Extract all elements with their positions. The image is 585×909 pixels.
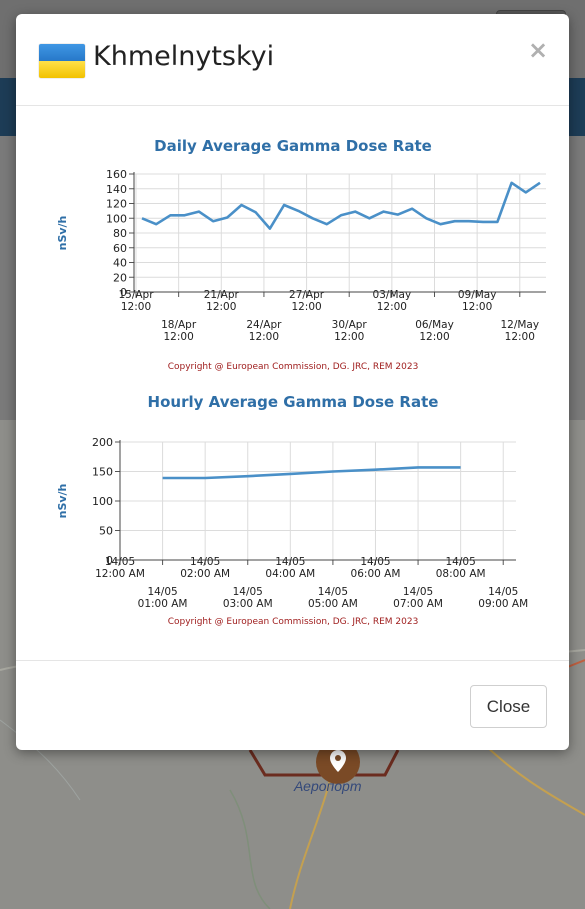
modal-title: Khmelnytskyi xyxy=(93,41,275,72)
x-tick-label: 14/05 xyxy=(105,556,135,568)
x-tick-label: 30/Apr xyxy=(332,319,368,331)
x-tick-label: 02:00 AM xyxy=(180,568,230,580)
x-tick-label: 15/Apr xyxy=(118,289,154,301)
x-tick-label: 12:00 xyxy=(121,301,151,313)
x-tick-label: 12:00 xyxy=(462,301,492,313)
x-tick-label: 12:00 xyxy=(206,301,236,313)
x-tick-label: 21/Apr xyxy=(204,289,240,301)
x-tick-label: 14/05 xyxy=(275,556,305,568)
y-tick-label: 60 xyxy=(113,242,127,255)
x-tick-label: 12:00 AM xyxy=(95,568,145,580)
x-tick-label: 03/May xyxy=(373,289,412,301)
y-tick-label: 20 xyxy=(113,271,127,284)
close-button[interactable]: Close xyxy=(470,685,547,728)
x-tick-label: 03:00 AM xyxy=(223,598,273,610)
x-tick-label: 14/05 xyxy=(403,586,433,598)
daily-chart-title: Daily Average Gamma Dose Rate xyxy=(154,137,432,155)
x-tick-label: 06:00 AM xyxy=(351,568,401,580)
x-tick-label: 12:00 xyxy=(164,331,194,343)
x-tick-label: 09/May xyxy=(458,289,497,301)
x-tick-label: 12:00 xyxy=(505,331,535,343)
modal-header: Khmelnytskyi × xyxy=(16,14,569,106)
series-line xyxy=(141,181,541,230)
x-tick-label: 24/Apr xyxy=(246,319,282,331)
modal-footer: Close xyxy=(16,660,569,750)
station-modal: Khmelnytskyi × Daily Average Gamma Dose … xyxy=(16,14,569,750)
x-tick-label: 14/05 xyxy=(360,556,390,568)
y-tick-label: 0 xyxy=(120,286,127,299)
x-tick-label: 14/05 xyxy=(488,586,518,598)
hourly-chart-copyright: Copyright @ European Commission, DG. JRC… xyxy=(167,617,419,627)
close-icon[interactable]: × xyxy=(528,36,549,64)
daily-gamma-chart: 02040608010012014016015/Apr12:0021/Apr12… xyxy=(56,168,546,343)
y-tick-label: 150 xyxy=(92,466,113,479)
x-tick-label: 14/05 xyxy=(318,586,348,598)
x-tick-label: 27/Apr xyxy=(289,289,325,301)
x-tick-label: 04:00 AM xyxy=(265,568,315,580)
x-tick-label: 12:00 xyxy=(334,331,364,343)
y-tick-label: 50 xyxy=(99,525,113,538)
hourly-chart-title: Hourly Average Gamma Dose Rate xyxy=(147,393,439,411)
series-line xyxy=(162,466,461,480)
ukraine-flag-icon xyxy=(39,44,85,78)
x-tick-label: 14/05 xyxy=(147,586,177,598)
x-tick-label: 14/05 xyxy=(446,556,476,568)
y-tick-label: 80 xyxy=(113,227,127,240)
y-tick-label: 100 xyxy=(92,495,113,508)
y-tick-label: 160 xyxy=(106,168,127,181)
x-tick-label: 12:00 xyxy=(419,331,449,343)
x-tick-label: 05:00 AM xyxy=(308,598,358,610)
daily-chart-copyright: Copyright @ European Commission, DG. JRC… xyxy=(167,362,419,372)
y-tick-label: 0 xyxy=(106,554,113,567)
x-tick-label: 08:00 AM xyxy=(436,568,486,580)
y-axis-label: nSv/h xyxy=(56,216,69,251)
x-tick-label: 12:00 xyxy=(249,331,279,343)
y-tick-label: 140 xyxy=(106,183,127,196)
x-tick-label: 06/May xyxy=(415,319,454,331)
y-tick-label: 40 xyxy=(113,257,127,270)
x-tick-label: 01:00 AM xyxy=(138,598,188,610)
y-tick-label: 200 xyxy=(92,436,113,449)
x-tick-label: 18/Apr xyxy=(161,319,197,331)
x-tick-label: 14/05 xyxy=(190,556,220,568)
y-tick-label: 120 xyxy=(106,198,127,211)
x-tick-label: 07:00 AM xyxy=(393,598,443,610)
y-axis-label: nSv/h xyxy=(56,484,69,519)
x-tick-label: 12/May xyxy=(500,319,539,331)
map-place-label: Аеропорт xyxy=(294,778,362,794)
x-tick-label: 09:00 AM xyxy=(478,598,528,610)
x-tick-label: 12:00 xyxy=(291,301,321,313)
x-tick-label: 14/05 xyxy=(233,586,263,598)
x-tick-label: 12:00 xyxy=(377,301,407,313)
y-tick-label: 100 xyxy=(106,212,127,225)
